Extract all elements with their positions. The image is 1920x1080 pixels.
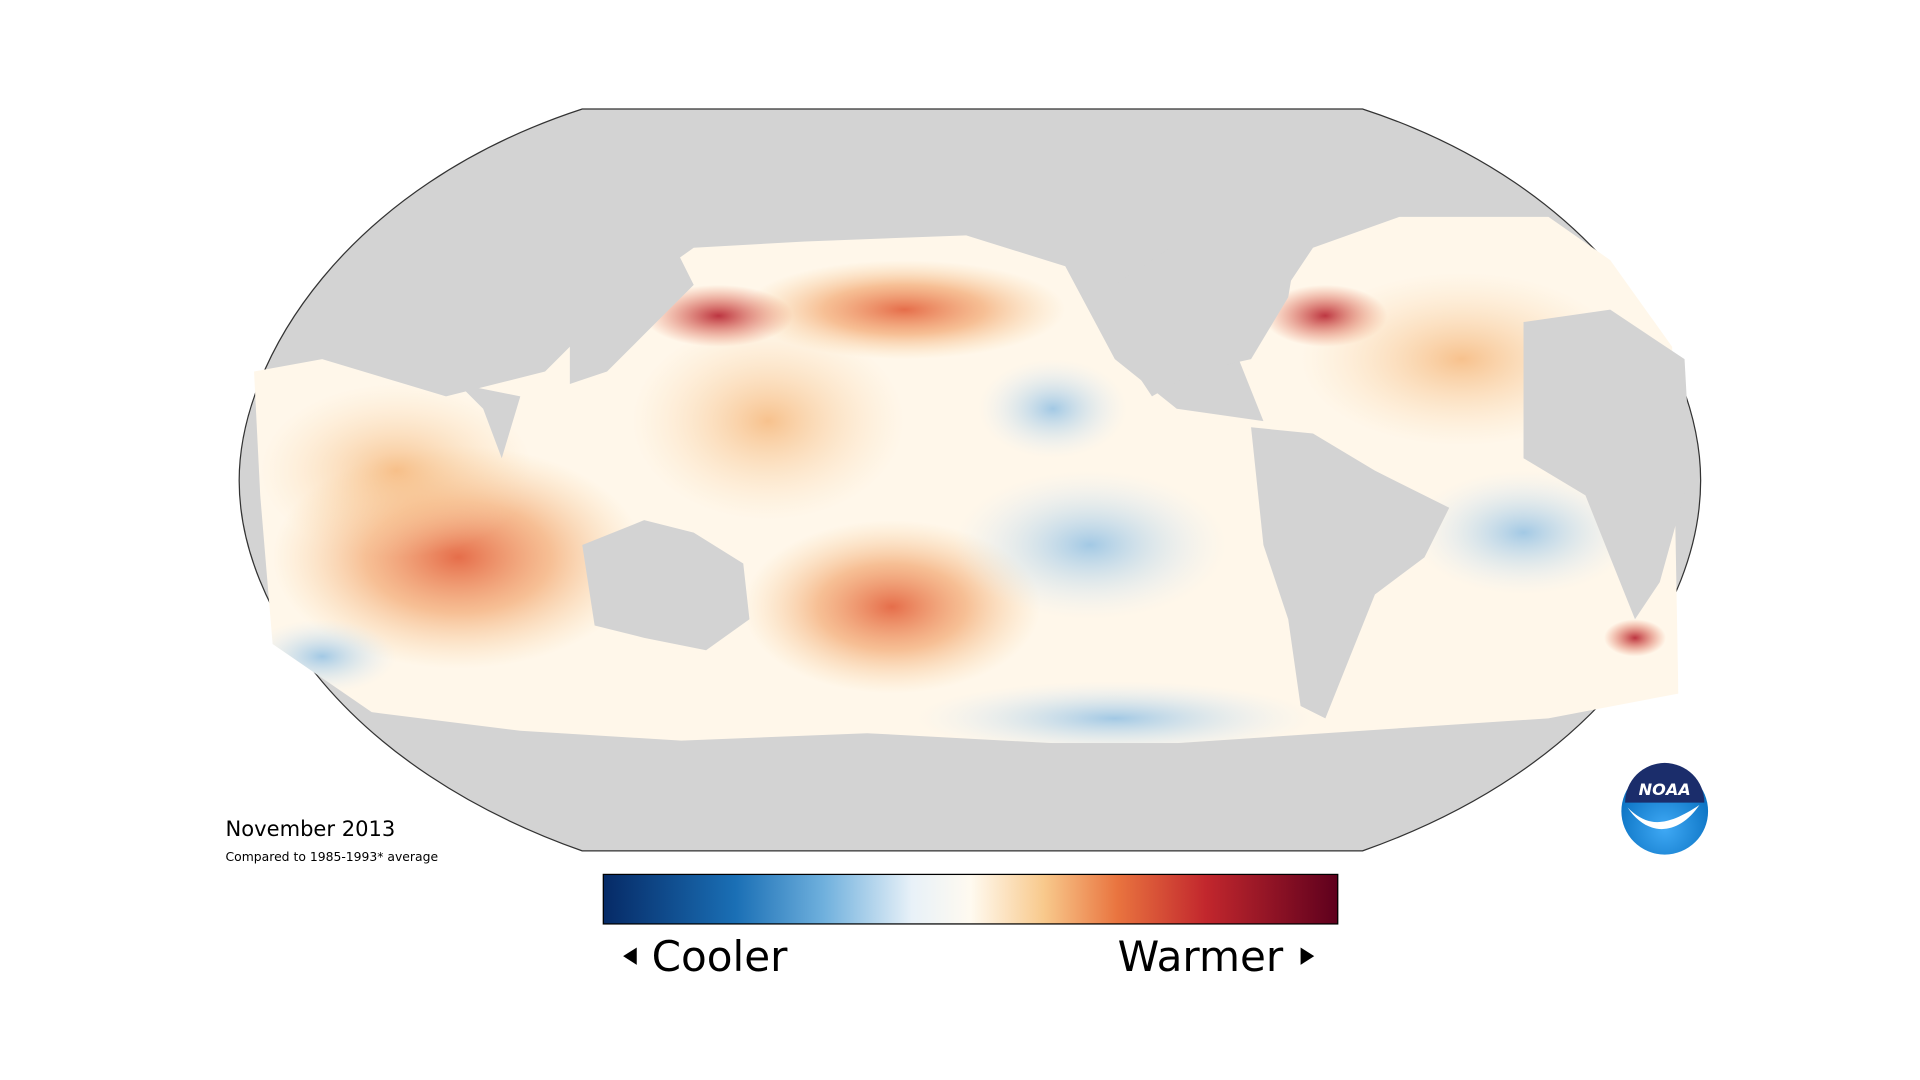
sea-surface-anomaly bbox=[254, 216, 1679, 744]
legend-low: Cooler bbox=[652, 932, 789, 981]
legend-high: Warmer bbox=[1118, 932, 1284, 981]
map-subtitle: Compared to 1985-1993* average bbox=[226, 850, 439, 864]
logo-text: NOAA bbox=[1639, 780, 1691, 799]
colorbar bbox=[602, 873, 1339, 925]
land bbox=[458, 210, 1691, 719]
map-title: November 2013 bbox=[226, 816, 396, 841]
noaa-logo: NOAA bbox=[1621, 762, 1709, 855]
arrow-right bbox=[1300, 947, 1315, 965]
arrow-left bbox=[623, 947, 637, 965]
